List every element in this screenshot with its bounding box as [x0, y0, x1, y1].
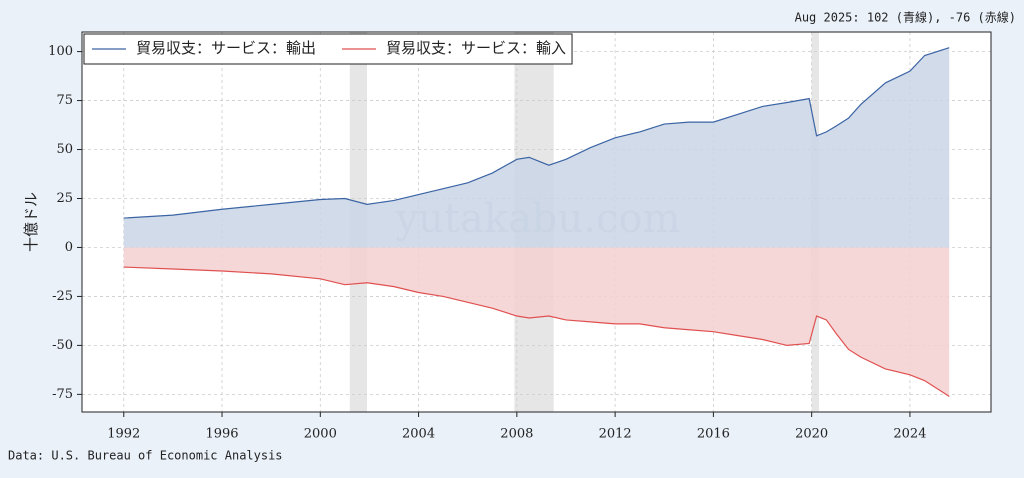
legend-label: 貿易収支：サービス：輸入: [386, 39, 566, 57]
annotation: Aug 2025: 102 (青線), -76 (赤線): [795, 10, 1016, 25]
x-tick-label: 2008: [500, 427, 533, 442]
x-tick-label: 2000: [304, 427, 337, 442]
legend-box: [83, 33, 573, 65]
area-fill: [123, 247, 950, 397]
x-tick-label: 2012: [599, 427, 632, 442]
series-line: [123, 47, 950, 219]
y-tick-label: -25: [52, 289, 73, 304]
plot-frame: [81, 31, 992, 413]
legend: 貿易収支：サービス：輸出 貿易収支：サービス：輸入: [83, 33, 573, 65]
y-tick-label: -50: [52, 338, 73, 353]
x-tick-label: 2020: [795, 427, 828, 442]
area-fill: [123, 47, 950, 248]
y-tick-label: 50: [56, 142, 73, 157]
y-axis-label: 十億ドル: [22, 192, 40, 252]
x-tick-label: 1996: [205, 427, 238, 442]
x-tick-label: 2004: [402, 427, 435, 442]
y-tick-label: 0: [65, 240, 73, 255]
x-tick-label: 2016: [697, 427, 730, 442]
source: Data: U.S. Bureau of Economic Analysis: [8, 449, 283, 463]
y-tick-label: -75: [52, 387, 73, 402]
x-tick-label: 1992: [107, 427, 140, 442]
series-line: [123, 266, 950, 397]
y-tick-label: 100: [48, 44, 73, 59]
x-tick-label: 2024: [893, 427, 926, 442]
legend-label: 貿易収支：サービス：輸出: [136, 39, 316, 57]
y-tick-label: 25: [56, 191, 73, 206]
y-tick-label: 75: [56, 93, 73, 108]
